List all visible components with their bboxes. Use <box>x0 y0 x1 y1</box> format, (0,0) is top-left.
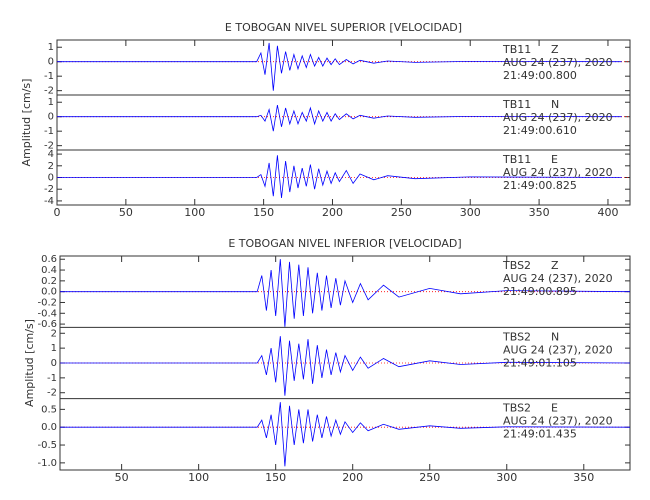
y-tick-label: 0.6 <box>41 254 57 265</box>
y-tick-label: -2 <box>44 86 54 97</box>
component-label: N <box>551 330 559 343</box>
y-tick-label: -0.4 <box>37 308 57 319</box>
y-tick-label: 0.2 <box>41 276 57 287</box>
station-label: TBS2 <box>502 330 531 343</box>
x-tick-label: 150 <box>253 206 274 219</box>
waveform <box>57 105 622 132</box>
date-label: AUG 24 (237), 2020 <box>503 343 613 356</box>
date-label: AUG 24 (237), 2020 <box>503 166 613 179</box>
y-axis-label: Amplitud [cm/s] <box>23 319 36 407</box>
y-tick-label: 0.4 <box>41 265 57 276</box>
y-tick-label: -1.0 <box>37 458 57 469</box>
waveform <box>57 155 622 199</box>
y-tick-label: 0.0 <box>41 422 57 433</box>
station-label: TB11 <box>502 43 531 56</box>
date-label: AUG 24 (237), 2020 <box>503 272 613 285</box>
station-label: TBS2 <box>502 402 531 415</box>
x-tick-label: 250 <box>419 471 440 484</box>
x-tick-label: 50 <box>115 471 129 484</box>
time-label: 21:49:01.435 <box>503 428 577 441</box>
waveform <box>60 336 631 396</box>
y-tick-label: 2 <box>51 328 57 339</box>
time-label: 21:49:01.105 <box>503 356 577 369</box>
date-label: AUG 24 (237), 2020 <box>503 56 613 69</box>
y-tick-label: 4 <box>48 149 54 160</box>
waveform <box>60 259 631 327</box>
component-label: Z <box>551 43 559 56</box>
x-tick-label: 100 <box>188 471 209 484</box>
waveform <box>60 402 631 467</box>
y-tick-label: -1 <box>44 71 54 82</box>
x-tick-label: 200 <box>342 471 363 484</box>
panel-title: E TOBOGAN NIVEL INFERIOR [VELOCIDAD] <box>228 237 461 250</box>
component-label: N <box>551 98 559 111</box>
y-tick-label: -2 <box>47 388 57 399</box>
y-tick-label: 2 <box>48 161 54 172</box>
waveform <box>57 42 622 91</box>
y-axis-label: Amplitud [cm/s] <box>20 79 33 167</box>
y-tick-label: -0.6 <box>37 319 57 330</box>
y-tick-label: 0 <box>48 112 54 123</box>
y-tick-label: -2 <box>44 184 54 195</box>
x-tick-label: 100 <box>184 206 205 219</box>
y-tick-label: 0 <box>48 173 54 184</box>
y-tick-label: -1 <box>44 126 54 137</box>
component-label: Z <box>551 259 559 272</box>
time-label: 21:49:00.610 <box>503 124 577 137</box>
component-label: E <box>551 153 558 166</box>
y-tick-label: -0.5 <box>37 440 57 451</box>
station-label: TB11 <box>502 98 531 111</box>
time-label: 21:49:00.800 <box>503 69 577 82</box>
x-tick-label: 0 <box>54 206 61 219</box>
y-tick-label: 1 <box>48 42 54 53</box>
x-tick-label: 300 <box>496 471 517 484</box>
x-tick-label: 400 <box>597 206 618 219</box>
y-tick-label: -4 <box>44 196 54 207</box>
time-label: 21:49:00.895 <box>503 285 577 298</box>
y-tick-label: -2 <box>44 141 54 152</box>
y-tick-label: 1 <box>51 343 57 354</box>
time-label: 21:49:00.825 <box>503 179 577 192</box>
x-tick-label: 50 <box>119 206 133 219</box>
x-tick-label: 250 <box>391 206 412 219</box>
y-tick-label: -1 <box>47 373 57 384</box>
y-tick-label: 0 <box>51 358 57 369</box>
plot-frame <box>56 39 631 206</box>
component-label: E <box>551 402 558 415</box>
y-tick-label: 0 <box>48 57 54 68</box>
date-label: AUG 24 (237), 2020 <box>503 111 613 124</box>
station-label: TB11 <box>502 153 531 166</box>
x-tick-label: 350 <box>573 471 594 484</box>
x-tick-label: 300 <box>460 206 481 219</box>
x-tick-label: 350 <box>529 206 550 219</box>
y-tick-label: 1 <box>48 97 54 108</box>
panel-title: E TOBOGAN NIVEL SUPERIOR [VELOCIDAD] <box>225 21 462 34</box>
date-label: AUG 24 (237), 2020 <box>503 415 613 428</box>
y-tick-label: 0.0 <box>41 287 57 298</box>
y-tick-label: -0.2 <box>37 297 57 308</box>
station-label: TBS2 <box>502 259 531 272</box>
x-tick-label: 200 <box>322 206 343 219</box>
y-tick-label: 0.5 <box>41 404 57 415</box>
x-tick-label: 150 <box>265 471 286 484</box>
